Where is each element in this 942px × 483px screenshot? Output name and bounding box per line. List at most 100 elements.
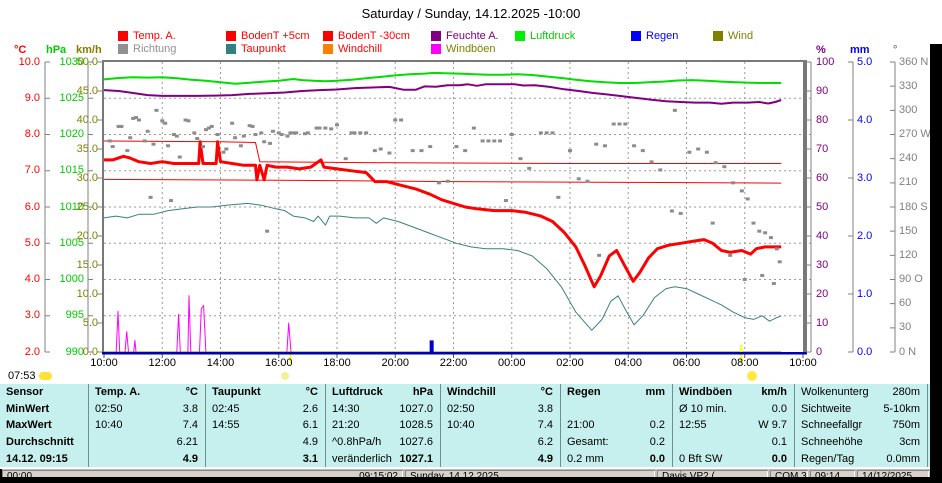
y-tick-hpa: 1000 — [59, 273, 84, 285]
cell-label: MinWert — [6, 402, 50, 415]
table-cell: 02:50 3.8 — [89, 401, 205, 418]
cell-label: Taupunkt — [212, 386, 261, 399]
sunrise-sun-icon — [747, 371, 757, 381]
y-tick-percent: 40 — [816, 229, 829, 242]
legend-item-regen: Regen — [631, 30, 678, 42]
table-cell: 14:30 1027.0 — [326, 401, 440, 418]
table-column-windchill: Windchill °C 02:50 3.8 10:40 7.4 6.2 4.9 — [440, 384, 560, 467]
cell-value: 4.9 — [182, 452, 198, 465]
status-text: 00:00 — [7, 470, 32, 482]
status-text: COM 3 — [775, 470, 807, 482]
y-tick-celsius: 3.0 — [24, 309, 40, 322]
y-tick-mm: 4.0 — [857, 113, 873, 126]
table-cell: Gesamt: 0.2 — [561, 434, 672, 451]
table-cell: 14.12. 09:15 — [0, 450, 88, 467]
cell-label: 0 Bft SW — [679, 452, 723, 465]
y-tick-hpa: 1030 — [59, 55, 84, 68]
status-text: 09:15:02 — [359, 470, 398, 482]
table-cell: Durchschnitt — [0, 434, 88, 451]
cell-value: 1027.0 — [399, 402, 433, 415]
cell-label: Sensor — [6, 386, 44, 399]
table-cell: Schneefallgr 750m — [795, 417, 927, 434]
legend-item-taupunkt: Taupunkt — [226, 43, 286, 55]
table-cell: MinWert — [0, 401, 88, 418]
cell-value: 6.1 — [302, 419, 318, 432]
legend-label: Temp. A. — [133, 30, 176, 42]
y-tick-kmh: 5.0 — [82, 316, 98, 329]
series-richtung-dots — [107, 108, 782, 286]
table-column-luftdruck: Luftdruck hPa 14:30 1027.0 21:20 1028.5 ^0.8hP… — [325, 384, 440, 467]
page-title: Saturday / Sunday, 14.12.2025 -10:00 — [361, 6, 581, 21]
cell-label: Regen/Tag — [801, 452, 855, 465]
table-cell: Sensor — [0, 384, 88, 401]
table-cell: 4.9 — [89, 450, 205, 467]
cell-label: ^0.8hPa/h — [332, 436, 382, 449]
y-tick-hpa: 1005 — [59, 236, 84, 249]
legend-item-windchill: Windchill — [323, 43, 382, 55]
x-tick-label: 02:00 — [556, 357, 584, 369]
y-tick-deg: 120 — [899, 248, 918, 261]
table-cell: 14:55 6.1 — [206, 417, 325, 434]
sunset-sun-icon — [281, 372, 289, 380]
table-cell: 0.1 — [673, 434, 794, 451]
y-tick-hpa: 1010 — [59, 200, 84, 213]
y-tick-deg: 360 N — [899, 55, 929, 68]
y-tick-kmh: 50.0 — [76, 55, 98, 68]
y-tick-kmh: 10.0 — [76, 287, 98, 300]
legend-label: Luftdruck — [530, 30, 576, 42]
plot-border-right — [803, 60, 807, 354]
y-tick-celsius: 2.0 — [24, 345, 40, 358]
cell-label: 02:45 — [212, 402, 240, 415]
cell-label: Windböen — [679, 386, 733, 399]
legend-swatch-icon — [323, 31, 333, 41]
y-tick-kmh: 45.0 — [76, 84, 98, 97]
cell-value: 1027.6 — [399, 436, 433, 449]
cell-value: 4.9 — [302, 436, 318, 449]
axis-ticks-mm — [848, 61, 853, 353]
table-cell: 3.1 — [206, 450, 325, 467]
cell-value: 2.6 — [302, 402, 318, 415]
cell-value: 4.9 — [537, 452, 553, 465]
legend-swatch-icon — [118, 44, 128, 54]
y-tick-celsius: 7.0 — [24, 164, 40, 177]
legend-swatch-icon — [226, 31, 236, 41]
window-bottom-edge — [0, 477, 942, 483]
y-tick-deg: 150 — [899, 224, 918, 237]
table-cell: 02:45 2.6 — [206, 401, 325, 418]
legend-swatch-icon — [515, 31, 525, 41]
y-tick-celsius: 4.0 — [24, 273, 40, 285]
cell-value: 0.0mm — [886, 452, 920, 465]
table-cell: 02:50 3.8 — [441, 401, 560, 418]
cell-value: °C — [540, 386, 553, 399]
sunrise-time-label: 07:53 — [8, 370, 36, 382]
y-tick-hpa: 995 — [65, 309, 84, 322]
cell-label: 12:55 — [679, 419, 707, 432]
y-tick-celsius: 8.0 — [24, 128, 40, 140]
cell-label: Ø 10 min. — [679, 402, 727, 415]
table-cell: 4.9 — [441, 450, 560, 467]
table-column-windböen: Windböen km/h Ø 10 min. 0.0 12:55 W 9.7 0.1 0 B… — [672, 384, 794, 467]
x-tick-label: 22:00 — [439, 357, 468, 369]
x-tick-label: 16:00 — [264, 357, 293, 369]
y-tick-percent: 100 — [816, 55, 835, 68]
axis-unit-mm: mm — [850, 44, 870, 56]
legend-item-bodent-5cm: BodenT +5cm — [226, 30, 310, 42]
plot-border-top — [102, 60, 807, 62]
plot-border-left — [102, 60, 104, 354]
y-tick-mm: 0.0 — [857, 345, 873, 358]
y-tick-deg: 330 — [899, 79, 918, 92]
x-tick-marks — [103, 352, 804, 358]
y-tick-percent: 0 — [816, 345, 823, 358]
table-column-temp-a-: Temp. A. °C 02:50 3.8 10:40 7.4 6.21 4.9 — [88, 384, 205, 467]
legend-item-richtung: Richtung — [118, 43, 176, 55]
cell-label: Sichtweite — [801, 402, 852, 415]
table-cell — [561, 401, 672, 418]
window-right-edge — [930, 44, 942, 483]
x-tick-label: 10:00 — [789, 357, 817, 369]
y-tick-deg: 210 — [899, 176, 918, 189]
cell-label: 02:50 — [447, 402, 475, 415]
cell-label: Schneefallgr — [801, 419, 863, 432]
x-tick-label: 12:00 — [148, 357, 177, 369]
